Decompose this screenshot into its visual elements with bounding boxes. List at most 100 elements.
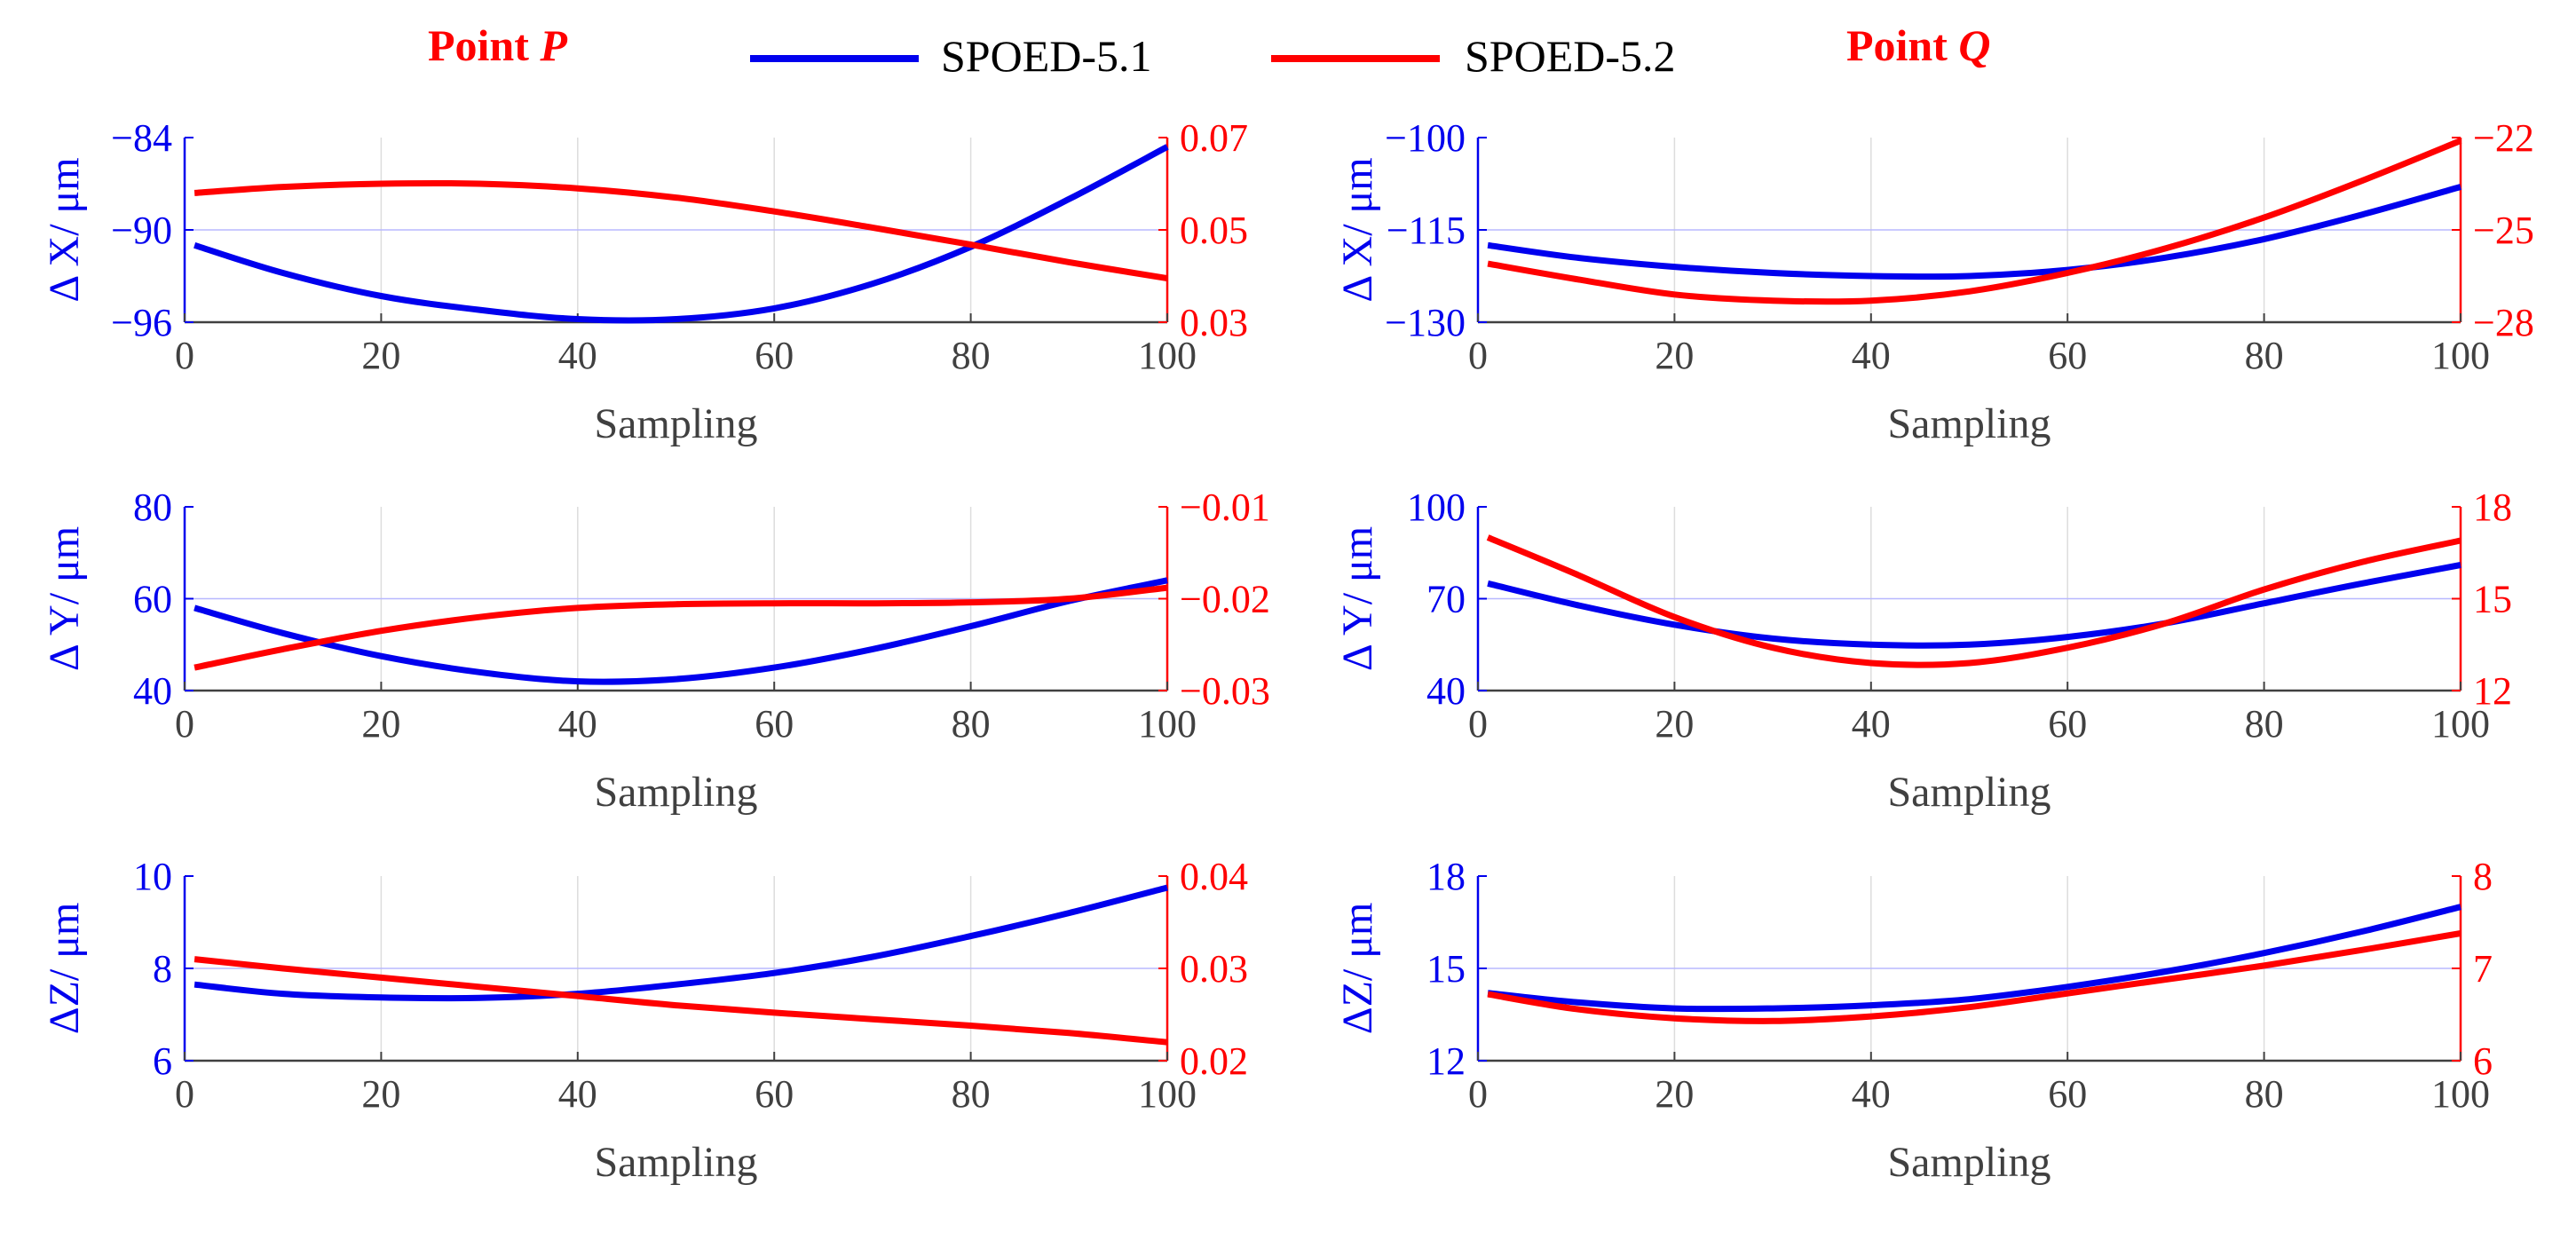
x-tick-label: 100 — [1138, 334, 1197, 377]
y-left-tick-label: 100 — [1407, 486, 1466, 529]
x-axis-label: Sampling — [1887, 400, 2051, 447]
series-line-spoed-5-2 — [1486, 534, 2461, 668]
x-axis-label: Sampling — [594, 1139, 757, 1186]
x-tick-label: 0 — [175, 702, 194, 746]
x-tick-label: 20 — [1655, 334, 1694, 377]
y-left-tick-label: 12 — [1426, 1039, 1466, 1083]
y-axis-label: Δ X/ μm — [41, 157, 88, 302]
y-right-tick-label: 15 — [2473, 578, 2512, 621]
series-line-spoed-5-2 — [1487, 930, 2461, 1024]
series-line-spoed-5-1 — [1487, 562, 2461, 649]
x-tick-label: 40 — [1852, 334, 1891, 377]
x-axis-label: Sampling — [1887, 769, 2051, 816]
x-tick-label: 100 — [2431, 334, 2490, 377]
y-right-tick-label: 8 — [2473, 855, 2493, 898]
y-left-tick-label: −115 — [1387, 209, 1466, 252]
series-line-spoed-5-1 — [1487, 904, 2461, 1013]
y-right-tick-label: 6 — [2473, 1039, 2493, 1083]
x-tick-label: 40 — [1852, 1072, 1891, 1116]
title-point-p-prefix: Point — [428, 20, 540, 70]
x-axis-label: Sampling — [594, 400, 757, 447]
x-tick-label: 20 — [361, 702, 400, 746]
series-line-spoed-5-1 — [194, 884, 1168, 1002]
x-tick-label: 80 — [2245, 1072, 2284, 1116]
y-right-tick-label: 0.03 — [1180, 947, 1248, 991]
x-tick-label: 0 — [175, 1072, 194, 1116]
x-tick-label: 100 — [1138, 702, 1197, 746]
y-right-tick-label: 0.03 — [1180, 301, 1248, 344]
x-tick-label: 80 — [2245, 702, 2284, 746]
x-tick-label: 80 — [952, 702, 991, 746]
panel-p-z: 0 20 40 60 80 100 6 8 10 0.02 0.03 0.04 Sampling ΔZ/ … — [41, 855, 1248, 1186]
title-point-p-var: P — [539, 20, 567, 70]
y-left-tick-label: 70 — [1426, 578, 1466, 621]
title-point-q-prefix: Point — [1846, 20, 1958, 70]
x-tick-label: 0 — [1468, 334, 1488, 377]
series-line-spoed-5-2 — [194, 179, 1168, 282]
series-line-spoed-5-1 — [1487, 184, 2461, 280]
y-right-tick-label: 0.04 — [1180, 855, 1248, 898]
y-right-tick-label: 0.02 — [1180, 1039, 1248, 1083]
legend-label-s2: SPOED-5.2 — [1465, 31, 1676, 81]
x-tick-label: 40 — [558, 334, 597, 377]
y-axis-label: Δ X/ μm — [1334, 157, 1381, 302]
x-tick-label: 60 — [755, 334, 794, 377]
x-tick-label: 80 — [952, 1072, 991, 1116]
panel-q-x: 0 20 40 60 80 100 −130 −115 −100 −28 −25 −22 Samplin… — [1334, 116, 2534, 447]
y-left-tick-label: 40 — [1426, 669, 1466, 713]
y-left-tick-label: 6 — [153, 1039, 172, 1083]
y-left-tick-label: −84 — [111, 116, 172, 160]
y-left-tick-label: 40 — [133, 669, 172, 713]
legend: SPOED-5.1 SPOED-5.2 — [750, 31, 1676, 81]
series-line-spoed-5-2 — [194, 584, 1168, 671]
x-tick-label: 60 — [755, 702, 794, 746]
y-right-tick-label: 7 — [2473, 947, 2493, 991]
y-axis-label: Δ Y/ μm — [1334, 526, 1381, 671]
y-right-tick-label: −22 — [2473, 116, 2534, 160]
y-left-tick-label: −130 — [1385, 301, 1466, 344]
y-left-tick-label: 18 — [1426, 855, 1466, 898]
y-axis-label: ΔZ/ μm — [1334, 903, 1381, 1035]
y-right-tick-label: 12 — [2473, 669, 2512, 713]
x-tick-label: 0 — [1468, 702, 1488, 746]
legend-label-s1: SPOED-5.1 — [941, 31, 1152, 81]
y-right-tick-label: −0.03 — [1180, 669, 1270, 713]
x-tick-label: 20 — [361, 334, 400, 377]
x-tick-label: 20 — [361, 1072, 400, 1116]
x-tick-label: 0 — [1468, 1072, 1488, 1116]
x-tick-label: 20 — [1655, 702, 1694, 746]
series-line-spoed-5-2 — [1487, 138, 2462, 305]
x-tick-label: 60 — [2048, 1072, 2087, 1116]
title-point-q: Point Q — [1846, 20, 1991, 70]
x-tick-label: 60 — [755, 1072, 794, 1116]
y-left-tick-label: 8 — [153, 947, 172, 991]
title-point-q-var: Q — [1958, 20, 1990, 70]
x-axis-label: Sampling — [1887, 1139, 2051, 1186]
y-left-tick-label: −90 — [111, 209, 172, 252]
x-tick-label: 60 — [2048, 334, 2087, 377]
y-left-tick-label: −100 — [1385, 116, 1466, 160]
x-axis-label: Sampling — [594, 769, 757, 816]
x-tick-label: 80 — [2245, 334, 2284, 377]
y-right-tick-label: −25 — [2473, 209, 2534, 252]
title-point-p: Point P — [428, 20, 567, 70]
panel-q-z: 0 20 40 60 80 100 12 15 18 6 7 8 Sampling ΔZ/ μm — [1334, 855, 2493, 1186]
panels: 0 20 40 60 80 100−96−90−840.030.050.07Samplin… — [41, 116, 2534, 1186]
x-tick-label: 100 — [1138, 1072, 1197, 1116]
y-left-tick-label: 10 — [133, 855, 172, 898]
y-right-tick-label: 18 — [2473, 486, 2512, 529]
panel-p-x: 0 20 40 60 80 100 −96 −90 −84 0.03 0.05 0.07 Samplin… — [41, 116, 1248, 447]
x-tick-label: 40 — [558, 1072, 597, 1116]
x-tick-label: 0 — [175, 334, 194, 377]
y-left-tick-label: 60 — [133, 578, 172, 621]
y-right-tick-label: −0.01 — [1180, 486, 1270, 529]
series-line-spoed-5-1 — [194, 144, 1169, 324]
y-right-tick-label: −28 — [2473, 301, 2534, 344]
x-tick-label: 100 — [2431, 1072, 2490, 1116]
x-tick-label: 100 — [2431, 702, 2490, 746]
y-right-tick-label: 0.07 — [1180, 116, 1248, 160]
series-line-spoed-5-1 — [194, 577, 1168, 685]
x-tick-label: 60 — [2048, 702, 2087, 746]
